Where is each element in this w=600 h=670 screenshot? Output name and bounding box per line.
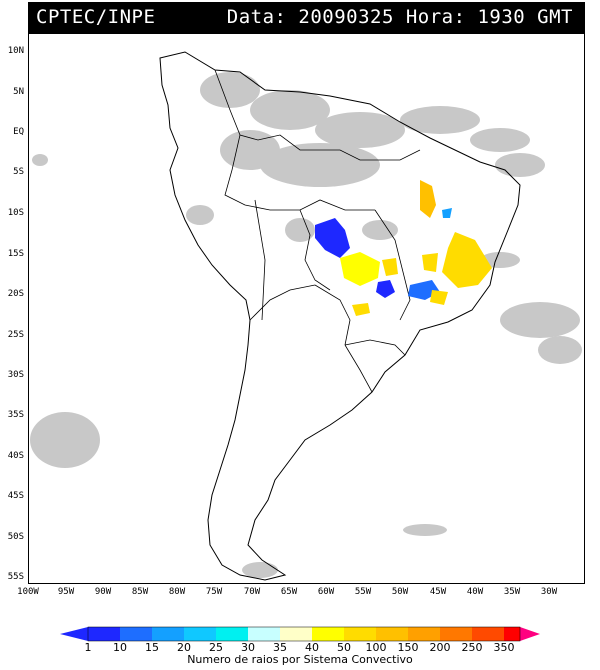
lon-label: 30W (540, 587, 558, 597)
legend-tick: 40 (305, 641, 319, 654)
lon-label: 60W (317, 587, 335, 597)
lat-label: EQ (13, 127, 24, 137)
lat-label: 10N (7, 46, 24, 56)
lat-label: 30S (7, 370, 24, 380)
lon-label: 75W (205, 587, 223, 597)
lat-label: 15S (7, 249, 24, 259)
lat-label: 45S (7, 491, 24, 501)
lat-label: 25S (7, 330, 24, 340)
legend-tick: 1 (84, 641, 92, 654)
lon-label: 50W (391, 587, 409, 597)
lat-label: 55S (7, 572, 24, 582)
header-datetime: Data: 20090325 Hora: 1930 GMT (226, 6, 573, 28)
lon-label: 55W (354, 587, 372, 597)
lat-label: 40S (7, 451, 24, 461)
lon-label: 90W (94, 587, 112, 597)
legend-tick: 25 (209, 641, 223, 654)
legend-tick: 250 (461, 641, 483, 654)
convective-systems (315, 180, 492, 316)
lat-label: 10S (7, 208, 24, 218)
legend-tick: 50 (337, 641, 351, 654)
lon-label: 45W (429, 587, 447, 597)
legend-tick: 30 (241, 641, 255, 654)
legend-colorbar (60, 626, 540, 642)
lat-label: 35S (7, 410, 24, 420)
legend-tick: 35 (273, 641, 287, 654)
title-bar: CPTEC/INPE Data: 20090325 Hora: 1930 GMT (28, 2, 585, 33)
lat-label: 50S (7, 532, 24, 542)
legend-tick: 15 (145, 641, 159, 654)
legend-tick: 350 (493, 641, 515, 654)
legend-tick: 150 (397, 641, 419, 654)
lon-label: 85W (131, 587, 149, 597)
legend-tick: 10 (113, 641, 127, 654)
legend-caption: Numero de raios por Sistema Convectivo (187, 653, 413, 666)
lon-label: 100W (17, 587, 39, 597)
lat-label: 5N (13, 87, 24, 97)
legend-tick: 100 (365, 641, 387, 654)
legend-tick: 200 (429, 641, 451, 654)
lon-label: 35W (503, 587, 521, 597)
lat-label: 5S (13, 167, 24, 177)
lon-label: 70W (243, 587, 261, 597)
country-borders (214, 69, 421, 393)
lat-label: 20S (7, 289, 24, 299)
cloud-cover (30, 72, 582, 578)
lon-label: 65W (280, 587, 298, 597)
south-america-coastline (159, 51, 521, 581)
legend-tick: 20 (177, 641, 191, 654)
lon-label: 40W (466, 587, 484, 597)
lon-label: 95W (57, 587, 75, 597)
header-source: CPTEC/INPE (36, 6, 156, 28)
lon-label: 80W (168, 587, 186, 597)
